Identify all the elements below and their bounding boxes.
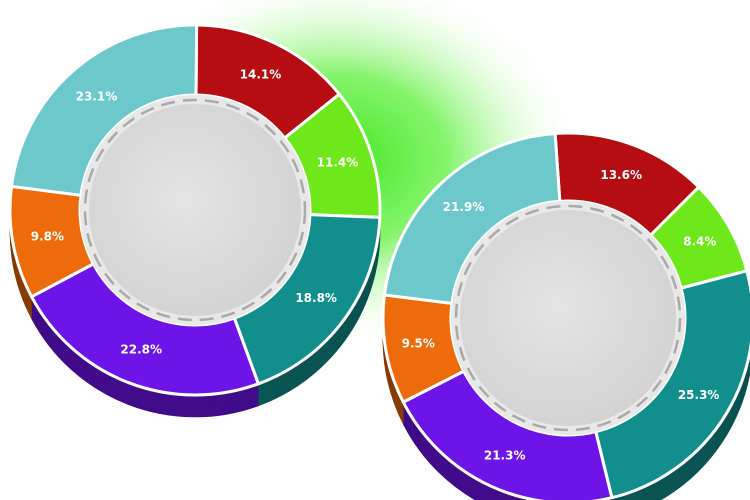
donut-hub-dashed-ring bbox=[454, 204, 682, 432]
slice-label: 23.1% bbox=[76, 89, 118, 103]
slice-label: 9.5% bbox=[402, 337, 435, 351]
slice-label: 11.4% bbox=[317, 156, 359, 170]
donut-hub bbox=[460, 210, 676, 426]
slice-label: 13.6% bbox=[600, 168, 642, 182]
donut-chart-left: 14.1% 11.4% 18.8% 22.8% 9.8% 23.1% bbox=[8, 23, 382, 418]
slice-label: 21.9% bbox=[443, 200, 485, 214]
slice-label: 14.1% bbox=[240, 68, 282, 82]
donut-hub bbox=[89, 104, 301, 316]
slice-label: 9.8% bbox=[31, 229, 64, 243]
slice-label: 25.3% bbox=[678, 388, 720, 402]
slice-label: 22.8% bbox=[120, 343, 162, 357]
donut-chart-right: 13.6% 8.4% 25.3% 21.3% 9.5% 21.9% bbox=[381, 131, 750, 500]
donut-hub-dashed-ring bbox=[83, 98, 307, 322]
slice-label: 18.8% bbox=[295, 291, 337, 305]
slice-label: 21.3% bbox=[484, 449, 526, 463]
slice-label: 8.4% bbox=[683, 235, 716, 249]
